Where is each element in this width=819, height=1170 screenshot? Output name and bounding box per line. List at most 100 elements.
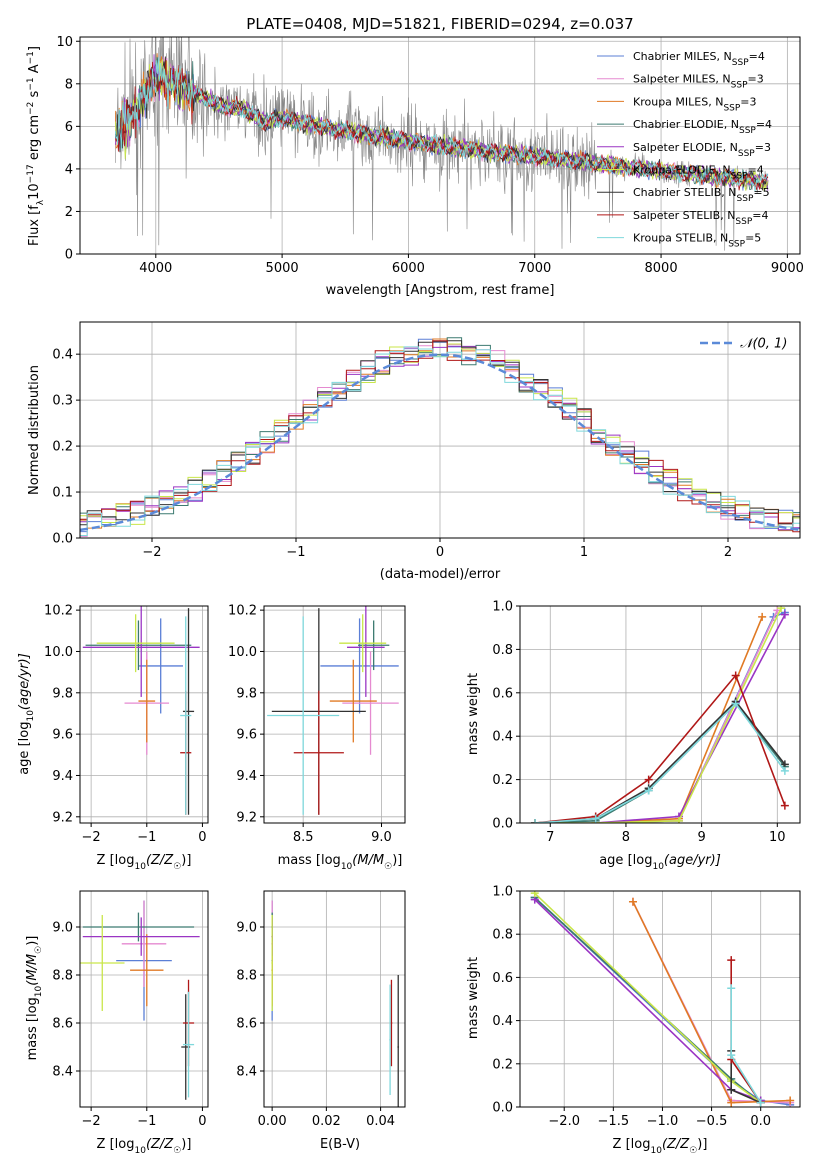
weight-marker [727, 984, 736, 993]
errorbar-point [389, 984, 391, 1095]
x-axis-label: Z [log10(Z/Z☉)] [97, 853, 192, 872]
x-tick-label: −2 [82, 830, 101, 845]
weight-line [534, 892, 762, 1104]
errorbar-point [182, 991, 195, 1098]
model-line-salpeter-stelib [115, 60, 769, 191]
y-tick-label: 9.4 [52, 769, 73, 784]
y-tick-label: 0.6 [492, 686, 513, 701]
weight-marker [644, 775, 653, 784]
axes-frame [79, 36, 801, 255]
gridlines [80, 606, 208, 823]
x-tick-label: 0 [436, 545, 444, 560]
x-tick-label: 0.04 [366, 1114, 395, 1129]
x-tick-label: −2.0 [548, 1114, 580, 1129]
axes-z_weight: −2.0 −1.5 −1.0 −0.5 0.0 0.0 0.2 0.4 0.6 0.8 1.0 Z [… [466, 885, 801, 1156]
x-tick-label: 9 [697, 830, 705, 845]
weight-marker [674, 816, 683, 823]
weight-marker [786, 1096, 795, 1105]
weight-line [730, 960, 762, 1104]
y-tick-label: 10.0 [228, 645, 257, 660]
plot-area [82, 606, 200, 815]
axes-age_weight: 7 8 9 10 0.0 0.2 0.4 0.6 0.8 1.0 age [log10(age/yr… [466, 600, 801, 872]
y-tick-label: 0.0 [52, 532, 73, 547]
legend-entry: Salpeter ELODIE, NSSP=3 [633, 141, 771, 159]
axes-frame [519, 605, 801, 824]
axes-frame [79, 605, 209, 824]
x-tick-label: −1 [286, 545, 305, 560]
weight-line [535, 702, 786, 823]
y-axis-label: mass [log10(M/M☉)] [25, 936, 44, 1061]
errorbar-point [85, 620, 192, 671]
errorbar-point [320, 618, 399, 714]
y-tick-label: 1.0 [492, 600, 513, 615]
y-tick-label: 0.6 [492, 971, 513, 986]
gridlines [264, 891, 405, 1107]
weight-series [530, 893, 765, 1107]
legend-entry: Salpeter STELIB, NSSP=4 [633, 209, 769, 227]
x-tick-label: −2 [82, 1114, 101, 1129]
weight-line [595, 616, 763, 823]
y-tick-label: 2 [65, 205, 73, 220]
axes-frame [519, 890, 801, 1108]
y-axis-label: age [log10(age/yr)] [17, 653, 36, 775]
errorbar-point [180, 616, 192, 815]
weight-marker [727, 1051, 736, 1060]
weight-marker [756, 1098, 765, 1107]
errorbar-point [80, 915, 125, 1011]
y-tick-label: 10 [56, 35, 73, 50]
x-tick-label: 9.0 [371, 830, 392, 845]
errorbar-point [82, 606, 200, 697]
axes-mass_age: 8.5 9.0 9.2 9.4 9.6 9.8 10.0 10.2 mass [log10(M/… [228, 604, 406, 872]
x-tick-label: −1 [137, 1114, 156, 1129]
errorbar-point [339, 614, 387, 673]
x-tick-label: 0 [198, 1114, 206, 1129]
x-tick-label: 9000 [771, 261, 804, 276]
plot-area [531, 606, 789, 823]
x-tick-label: 6000 [392, 261, 425, 276]
y-tick-label: 9.0 [236, 921, 257, 936]
weight-marker [758, 612, 767, 621]
weight-marker [727, 1098, 736, 1107]
weight-line [595, 609, 779, 823]
x-tick-label: −0.5 [696, 1114, 728, 1129]
y-tick-label: 0.4 [52, 348, 73, 363]
x-axis-label: (data-model)/error [380, 567, 501, 582]
weight-marker [530, 891, 539, 898]
weight-marker [727, 956, 736, 965]
x-tick-label: 7 [546, 830, 554, 845]
y-tick-label: 9.2 [236, 810, 257, 825]
y-axis-label: mass weight [466, 957, 481, 1039]
model-line-kroupa-stelib [115, 57, 769, 192]
axes-residuals: −2 −1 0 1 2 0.0 0.1 0.2 0.3 0.4 (data-model)/error… [27, 321, 801, 582]
x-tick-label: 2 [724, 545, 732, 560]
y-tick-label: 0.8 [492, 928, 513, 943]
x-tick-label: 7000 [518, 261, 551, 276]
hist-kroupa-stelib [80, 346, 800, 536]
errorbar-point [347, 606, 385, 697]
x-tick-label: 0 [198, 830, 206, 845]
x-tick-label: 4000 [139, 261, 172, 276]
weight-line [730, 988, 762, 1104]
y-tick-label: 0.4 [492, 730, 513, 745]
y-tick-label: 9.2 [52, 810, 73, 825]
errorbar-point [390, 979, 393, 1067]
y-tick-label: 8.4 [52, 1065, 73, 1080]
weight-series [591, 610, 789, 823]
x-axis-label: Z [log10(Z/Z☉)] [613, 1137, 708, 1156]
weight-line [534, 896, 762, 1104]
errorbar-point [293, 690, 344, 815]
y-tick-label: 8.4 [236, 1065, 257, 1080]
axes-z_age: −2 −1 0 9.2 9.4 9.6 9.8 10.0 10.2 Z [log10(Z/Z☉)]… [17, 604, 209, 872]
legend-entry: Chabrier ELODIE, NSSP=4 [633, 118, 772, 136]
y-tick-label: 9.8 [236, 686, 257, 701]
weight-marker [531, 819, 540, 823]
weight-series [727, 984, 765, 1107]
y-tick-label: 0.4 [492, 1014, 513, 1029]
y-tick-label: 8.6 [236, 1017, 257, 1032]
weight-series [530, 891, 765, 1107]
y-tick-label: 9.6 [236, 728, 257, 743]
plot-area [267, 606, 399, 815]
axes-frame [263, 890, 406, 1108]
weight-marker [731, 671, 740, 680]
figure-title: PLATE=0408, MJD=51821, FIBERID=0294, z=0… [246, 15, 633, 33]
